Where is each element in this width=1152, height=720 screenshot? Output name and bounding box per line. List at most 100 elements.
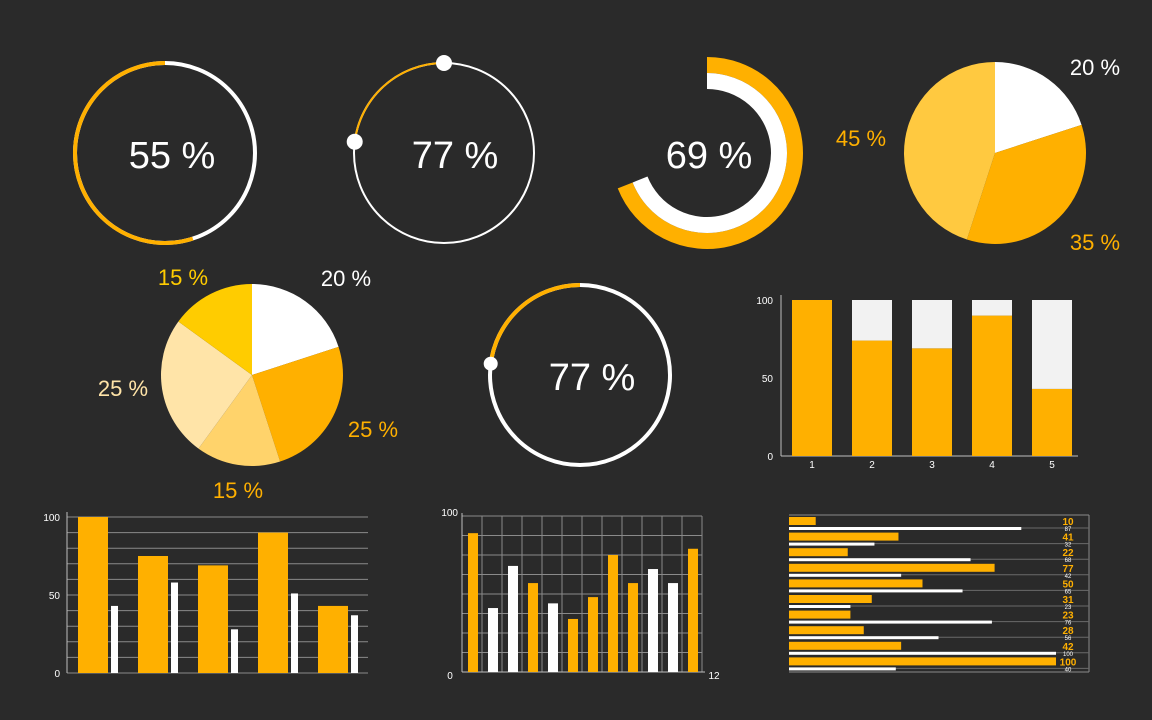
pie2-slice-4 bbox=[178, 284, 252, 375]
twelve-bar bbox=[688, 548, 698, 672]
stacked-ytick: 50 bbox=[762, 374, 774, 385]
grouped-bar-primary bbox=[198, 565, 228, 673]
stacked-bar-remainder bbox=[852, 300, 892, 341]
gauge-77-thin-knob-start bbox=[436, 55, 452, 71]
stacked-bar-chart: 0 50 100 1 2 3 4 5 bbox=[756, 295, 1078, 471]
twelve-bar bbox=[528, 583, 538, 672]
hbar-value-label: 77 bbox=[1062, 564, 1074, 575]
hbar-bar-secondary bbox=[789, 636, 939, 640]
twelve-bar bbox=[628, 583, 638, 672]
hbar-value-label: 100 bbox=[1060, 657, 1077, 668]
hbar-bar-primary bbox=[789, 532, 899, 541]
pie1-slice-2 bbox=[904, 62, 995, 240]
hbar-secondary-label: 32 bbox=[1065, 543, 1072, 549]
stacked-bar-primary bbox=[1032, 388, 1072, 456]
hbar-bar-secondary bbox=[789, 589, 963, 593]
pie2-slice-2 bbox=[198, 375, 281, 467]
gauge-77-knob-arc bbox=[488, 283, 581, 364]
stacked-xtick: 4 bbox=[989, 460, 995, 471]
stacked-xtick: 2 bbox=[869, 460, 875, 471]
twelve-bar bbox=[568, 618, 578, 672]
hbar-secondary-label: 56 bbox=[1065, 636, 1072, 642]
grouped-bar-chart: 0 50 100 bbox=[43, 512, 368, 680]
pie2-slice-3 bbox=[160, 321, 252, 449]
gauge-77-thin-knob-end bbox=[346, 133, 363, 150]
stacked-xtick: 3 bbox=[929, 460, 935, 471]
pie1-slice-1 bbox=[966, 124, 1086, 244]
hbar-secondary-label: 23 bbox=[1065, 605, 1072, 611]
stacked-bar-remainder bbox=[912, 300, 952, 349]
hbar-bar-primary bbox=[789, 641, 902, 650]
twelve-bar-chart: 100 0 12 bbox=[441, 508, 720, 682]
hbar-bar-secondary bbox=[789, 542, 875, 546]
twelve-ytick-top: 100 bbox=[441, 508, 458, 519]
hbar-bar-secondary bbox=[789, 527, 1022, 530]
grouped-ytick: 0 bbox=[54, 669, 60, 680]
pie-chart-three-slices bbox=[904, 62, 1086, 244]
hbar-secondary-label: 87 bbox=[1065, 527, 1072, 533]
hbar-secondary-label: 68 bbox=[1065, 558, 1072, 564]
gauge-77-knob: 77 % bbox=[483, 283, 672, 467]
hbar-value-label: 50 bbox=[1062, 579, 1074, 590]
grouped-bar-secondary bbox=[351, 615, 358, 673]
gauge-77-knob-label: 77 % bbox=[549, 357, 636, 399]
hbar-value-label: 42 bbox=[1062, 642, 1074, 653]
hbar-secondary-label: 42 bbox=[1065, 574, 1072, 580]
stacked-bar-primary bbox=[792, 300, 832, 456]
pie2-label-25-left: 25 % bbox=[98, 376, 148, 401]
twelve-x-end: 12 bbox=[708, 671, 720, 682]
hbar-bar-primary bbox=[789, 657, 1056, 666]
pie-chart-five-slices bbox=[160, 284, 344, 467]
grouped-bar-primary bbox=[258, 532, 288, 673]
hbar-secondary-label: 40 bbox=[1065, 667, 1072, 673]
grouped-bar-secondary bbox=[111, 605, 118, 673]
hbar-bar-primary bbox=[789, 610, 851, 619]
twelve-x-start: 0 bbox=[447, 671, 453, 682]
stacked-bar-remainder bbox=[1032, 300, 1072, 389]
gauge-69-thick-outer-arc bbox=[617, 57, 803, 249]
hbar-bar-secondary bbox=[789, 667, 896, 671]
grouped-ytick: 100 bbox=[43, 513, 60, 524]
gauge-77-thin-arc bbox=[353, 62, 445, 142]
twelve-bar bbox=[468, 533, 478, 672]
pie2-slice-1 bbox=[252, 346, 344, 462]
gauge-77-thin-label: 77 % bbox=[412, 135, 499, 177]
gauge-69-thick-inner-arc bbox=[632, 73, 787, 233]
hbar-bar-secondary bbox=[789, 651, 1056, 655]
grouped-bar-primary bbox=[318, 605, 348, 673]
gauge-69-thick: 69 % bbox=[617, 57, 803, 249]
horizontal-bar-chart: 1087413222687742506531232376285642100100… bbox=[789, 514, 1090, 673]
gauge-69-thick-label: 69 % bbox=[666, 135, 753, 177]
pie2-slice-0 bbox=[252, 284, 339, 375]
stacked-bar-remainder bbox=[972, 300, 1012, 316]
hbar-value-label: 41 bbox=[1062, 533, 1074, 544]
grouped-bar-secondary bbox=[231, 629, 238, 673]
stacked-ytick: 0 bbox=[767, 452, 773, 463]
hbar-bar-primary bbox=[789, 517, 816, 525]
grouped-bar-primary bbox=[78, 517, 108, 673]
hbar-value-label: 31 bbox=[1062, 595, 1074, 606]
hbar-value-label: 28 bbox=[1062, 626, 1074, 637]
twelve-bar bbox=[608, 555, 618, 672]
pie2-label-25-right: 25 % bbox=[348, 417, 398, 442]
hbar-secondary-label: 76 bbox=[1065, 621, 1072, 627]
pie1-label-20: 20 % bbox=[1070, 55, 1120, 80]
pie1-slice-0 bbox=[995, 62, 1082, 153]
hbar-value-label: 23 bbox=[1062, 611, 1074, 622]
pie1-label-35: 35 % bbox=[1070, 230, 1120, 255]
twelve-bar bbox=[508, 565, 518, 672]
twelve-bar bbox=[588, 597, 598, 672]
twelve-bar bbox=[488, 608, 498, 672]
stacked-bar-primary bbox=[972, 315, 1012, 456]
grouped-bar-secondary bbox=[291, 593, 298, 673]
grouped-ytick: 50 bbox=[49, 591, 61, 602]
stacked-bar-primary bbox=[852, 340, 892, 456]
hbar-bar-primary bbox=[789, 595, 872, 603]
stacked-ytick: 100 bbox=[756, 296, 773, 307]
gauge-55-label: 55 % bbox=[129, 135, 216, 177]
grouped-bar-secondary bbox=[171, 582, 178, 673]
hbar-bar-secondary bbox=[789, 573, 902, 577]
pie2-label-20: 20 % bbox=[321, 266, 371, 291]
pie2-label-15-bottom: 15 % bbox=[213, 478, 263, 503]
